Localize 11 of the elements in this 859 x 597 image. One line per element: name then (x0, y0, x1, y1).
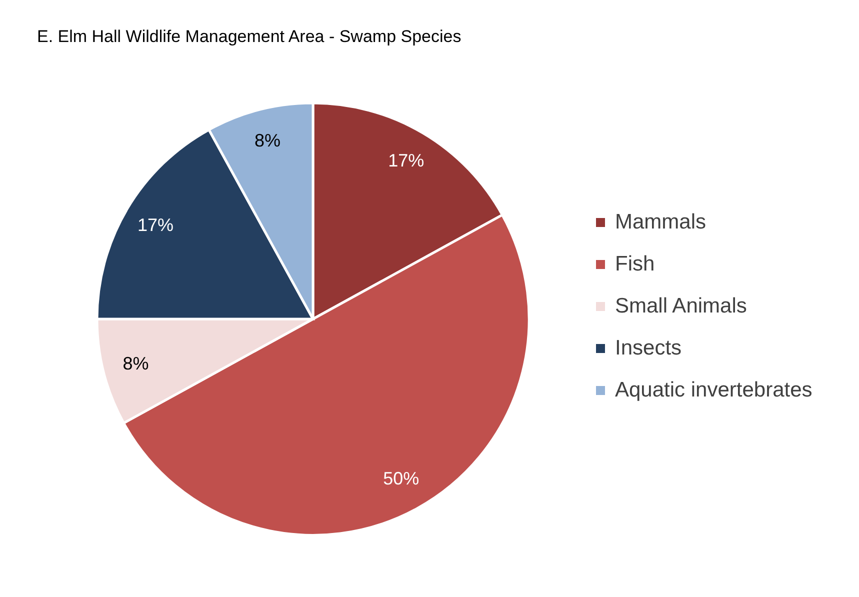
legend-label: Small Animals (615, 294, 747, 318)
legend-label: Mammals (615, 210, 706, 234)
legend-label: Aquatic invertebrates (615, 378, 812, 402)
legend-label: Fish (615, 252, 655, 276)
data-label: 17% (388, 150, 424, 170)
data-label: 50% (383, 468, 420, 488)
legend-label: Insects (615, 336, 682, 360)
data-label: 17% (137, 214, 174, 235)
chart-title: E. Elm Hall Wildlife Management Area - Swamp Species (37, 27, 462, 46)
data-label: 8% (122, 354, 149, 374)
data-label: 8% (254, 130, 280, 151)
